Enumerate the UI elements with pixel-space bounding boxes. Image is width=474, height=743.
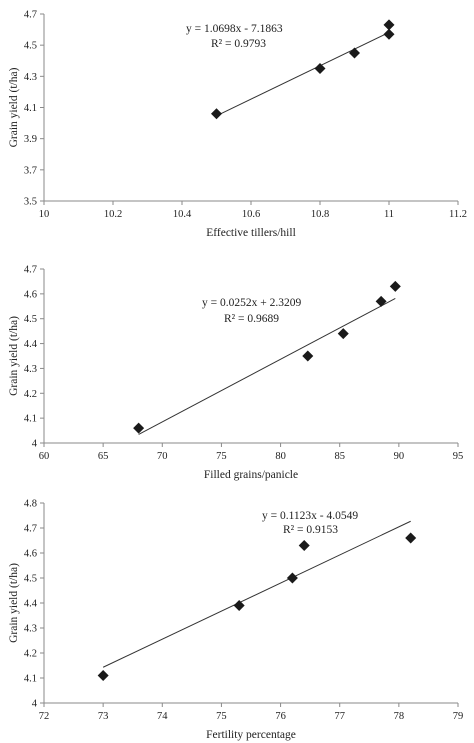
data-point [383,19,395,31]
y-tick-label: 4.1 [24,103,37,114]
y-tick-label: 3.9 [24,134,37,145]
data-point [349,47,360,59]
x-tick-label: 75 [216,451,227,462]
data-point [302,350,314,362]
x-tick-label: 78 [394,711,405,722]
data-point [298,540,310,551]
x-tick-label: 95 [453,451,464,462]
x-tick-label: 74 [157,711,168,722]
x-tick-label: 11.2 [449,209,467,220]
x-tick-label: 10.4 [173,209,192,220]
x-axis-title: Fertility percentage [206,729,296,741]
y-tick-label: 3.5 [24,197,37,208]
y-tick-label: 4.4 [24,599,38,610]
chart-filled-grains: 4 4.1 4.2 4.3 4.4 4.5 4.6 4.7 60 65 70 75 80 85 90 95 Fi… [8,265,463,482]
data-point [211,108,222,120]
x-tick-label: 90 [394,451,405,462]
trend-equation: y = 0.0252x + 2.3209 [202,297,301,309]
data-point [133,422,145,434]
x-tick-label: 10.6 [242,209,260,220]
y-tick-label: 4.2 [24,649,37,660]
x-tick-label: 65 [98,451,109,462]
trendline [138,298,396,435]
y-tick-label: 4 [32,699,38,710]
x-axis-title: Filled grains/panicle [204,469,298,481]
x-tick-label: 76 [275,711,286,722]
chart-tillers: 3.5 3.7 3.9 4.1 4.3 4.5 4.7 10 10.2 10.4 10.6 10.8 1… [8,10,467,240]
y-tick-label: 4.6 [24,549,37,560]
x-tick-label: 80 [275,451,286,462]
trend-equation: y = 1.0698x - 7.1863 [186,23,283,35]
y-tick-label: 4.6 [24,289,37,300]
data-point [405,532,417,544]
x-tick-label: 11 [384,209,394,220]
x-axis-title: Effective tillers/hill [206,227,296,239]
x-tick-label: 79 [453,711,464,722]
x-tick-label: 85 [334,451,345,462]
y-tick-label: 4.7 [24,524,37,535]
x-tick-label: 10.8 [311,209,329,220]
y-tick-label: 4.5 [24,41,37,52]
trendline [216,32,390,117]
data-point [383,28,395,40]
data-point [314,63,326,75]
x-tick-label: 10 [39,209,50,220]
data-point [286,572,298,584]
r-squared: R² = 0.9689 [224,313,279,325]
y-tick-label: 4 [32,439,38,450]
y-tick-label: 4.3 [24,624,37,635]
r-squared: R² = 0.9153 [283,524,338,536]
x-tick-label: 10.2 [104,209,122,220]
y-tick-label: 4.7 [24,265,37,276]
y-tick-label: 4.5 [24,574,37,585]
data-point [233,600,245,611]
data-point [375,295,387,307]
x-tick-label: 72 [39,711,50,722]
x-tick-label: 73 [98,711,109,722]
trend-equation: y = 0.1123x - 4.0549 [262,510,358,522]
chart-fertility: 4 4.1 4.2 4.3 4.4 4.5 4.6 4.7 4.8 72 73 74 75 76 77 78 7… [8,499,463,742]
y-tick-label: 3.7 [24,165,37,176]
x-tick-label: 75 [216,711,227,722]
y-tick-label: 4.1 [24,674,37,685]
x-tick-label: 77 [334,711,345,722]
y-axis-title: Grain yield (t/ha) [8,563,20,643]
y-tick-label: 4.7 [24,10,37,21]
data-point [337,328,349,340]
x-tick-label: 60 [39,451,50,462]
y-axis-title: Grain yield (t/ha) [8,316,20,396]
data-point [97,670,109,681]
r-squared: R² = 0.9793 [211,38,266,50]
y-tick-label: 4.3 [24,72,37,83]
y-axis-title: Grain yield (t/ha) [8,67,20,147]
y-tick-label: 4.3 [24,364,37,375]
y-tick-label: 4.5 [24,314,37,325]
y-tick-label: 4.8 [24,499,37,510]
x-tick-label: 70 [157,451,168,462]
y-tick-label: 4.1 [24,414,37,425]
trendline [102,520,411,668]
y-tick-label: 4.2 [24,389,37,400]
y-tick-label: 4.4 [24,339,38,350]
data-point [389,280,401,292]
